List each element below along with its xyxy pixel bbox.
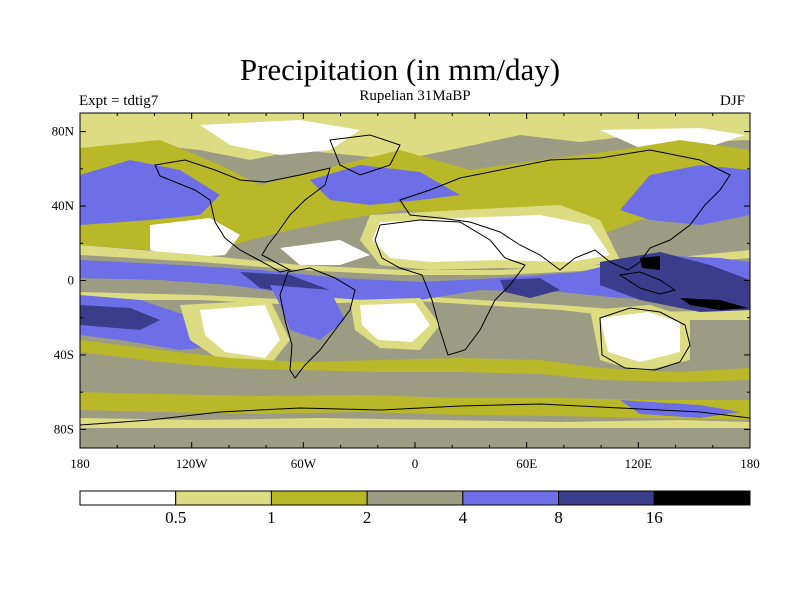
experiment-label: Expt = tdtig7	[79, 93, 159, 109]
field-npacific-storm	[80, 160, 220, 225]
coast-antarctica	[80, 403, 750, 426]
field-south-gray	[80, 352, 750, 400]
colorbar-label: 0.5	[165, 508, 186, 527]
colorbar-label: 2	[363, 508, 372, 527]
x-tick-label: 180	[740, 456, 760, 471]
coast-south-america	[279, 267, 356, 379]
x-tick-label: 120W	[176, 456, 209, 471]
x-tick-label: 0	[412, 456, 419, 471]
x-tick-label: 60E	[516, 456, 537, 471]
colorbar-label: 4	[459, 508, 468, 527]
x-tick-label: 120E	[625, 456, 653, 471]
y-axis: 80N 40N 0 40S 80S	[52, 124, 750, 436]
field-npacific-dry	[150, 218, 240, 258]
coast-australia	[599, 307, 691, 371]
map-subtitle: Rupelian 31MaBP	[359, 88, 471, 104]
season-label: DJF	[720, 93, 746, 109]
field-wpacific-max	[640, 256, 660, 270]
x-axis: 180 120W 60W 0 60E 120E 180	[70, 113, 760, 471]
x-tick-label: 60W	[291, 456, 317, 471]
colorbar-swatch	[558, 490, 655, 506]
colorbar-swatch	[175, 490, 272, 506]
field-natlantic-storm	[310, 165, 460, 205]
field-spcz-max	[680, 298, 748, 310]
y-tick-label: 0	[68, 273, 75, 288]
field-natlantic-dry	[280, 240, 370, 265]
colorbar-label: 16	[646, 508, 663, 527]
colorbar-swatch	[270, 490, 368, 506]
coast-north-america	[154, 159, 331, 273]
field-se-pacific-dry	[200, 305, 280, 358]
map-title: Precipitation (in mm/day)	[239, 52, 561, 87]
colorbar: 0.5 1 2 4 8 16	[79, 490, 751, 527]
colorbar-swatch	[653, 490, 751, 506]
field-samerica-blue	[270, 285, 345, 340]
field-itcz-blue	[80, 255, 750, 300]
colorbar-swatch	[366, 490, 464, 506]
y-tick-label: 40N	[52, 198, 75, 213]
field-sahara	[372, 215, 610, 262]
field-satlantic-dry	[360, 303, 430, 342]
x-tick-label: 180	[70, 456, 90, 471]
coast-maritime-continent	[618, 271, 677, 295]
coastlines	[80, 134, 750, 426]
field-antarctic-gray	[80, 428, 750, 448]
precipitation-field	[80, 113, 750, 448]
y-tick-label: 40S	[54, 347, 74, 362]
field-wpacific-dark	[600, 252, 750, 312]
colorbar-label: 8	[554, 508, 563, 527]
field-spacific-dark	[80, 305, 160, 330]
coast-greenland	[329, 134, 401, 176]
field-australia-dry	[600, 312, 680, 362]
field-indian-dark	[500, 278, 560, 298]
coast-africa	[374, 219, 526, 356]
colorbar-swatch	[79, 490, 177, 506]
field-arctic-white	[200, 120, 360, 155]
y-tick-label: 80N	[52, 124, 75, 139]
field-npacific-storm-2	[620, 165, 750, 225]
coast-eurasia	[399, 149, 731, 271]
colorbar-swatch	[462, 490, 560, 506]
y-tick-label: 80S	[54, 421, 74, 436]
colorbar-label: 1	[267, 508, 276, 527]
